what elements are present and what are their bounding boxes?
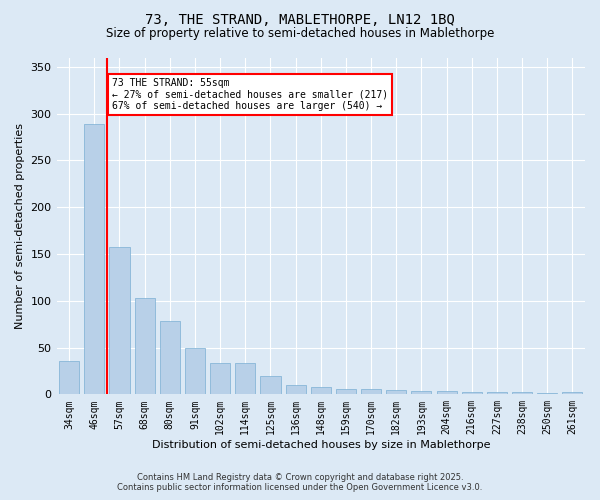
Bar: [134, 298, 155, 394]
Bar: [260, 376, 281, 394]
Bar: [185, 348, 205, 395]
Text: Contains HM Land Registry data © Crown copyright and database right 2025.
Contai: Contains HM Land Registry data © Crown c…: [118, 473, 482, 492]
Bar: [386, 390, 406, 394]
Y-axis label: Number of semi-detached properties: Number of semi-detached properties: [15, 123, 25, 329]
Bar: [210, 364, 230, 394]
Bar: [84, 124, 104, 394]
Bar: [361, 388, 381, 394]
Bar: [461, 392, 482, 394]
X-axis label: Distribution of semi-detached houses by size in Mablethorpe: Distribution of semi-detached houses by …: [152, 440, 490, 450]
Bar: [286, 385, 305, 394]
Bar: [235, 364, 256, 394]
Bar: [160, 322, 180, 394]
Bar: [311, 387, 331, 394]
Bar: [336, 388, 356, 394]
Bar: [487, 392, 507, 394]
Bar: [412, 390, 431, 394]
Bar: [59, 360, 79, 394]
Text: 73, THE STRAND, MABLETHORPE, LN12 1BQ: 73, THE STRAND, MABLETHORPE, LN12 1BQ: [145, 12, 455, 26]
Bar: [512, 392, 532, 394]
Bar: [109, 246, 130, 394]
Text: Size of property relative to semi-detached houses in Mablethorpe: Size of property relative to semi-detach…: [106, 28, 494, 40]
Text: 73 THE STRAND: 55sqm
← 27% of semi-detached houses are smaller (217)
67% of semi: 73 THE STRAND: 55sqm ← 27% of semi-detac…: [112, 78, 388, 112]
Bar: [437, 390, 457, 394]
Bar: [562, 392, 583, 394]
